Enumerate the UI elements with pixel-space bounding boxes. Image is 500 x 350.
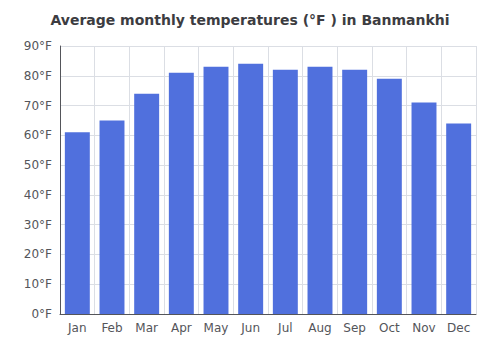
svg-text:Feb: Feb bbox=[101, 321, 122, 335]
svg-text:Dec: Dec bbox=[447, 321, 470, 335]
svg-text:Nov: Nov bbox=[412, 321, 435, 335]
svg-text:60°F: 60°F bbox=[24, 128, 52, 142]
svg-text:20°F: 20°F bbox=[24, 247, 52, 261]
svg-text:Oct: Oct bbox=[379, 321, 400, 335]
svg-text:Jun: Jun bbox=[240, 321, 260, 335]
svg-text:Aug: Aug bbox=[308, 321, 331, 335]
svg-text:May: May bbox=[204, 321, 229, 335]
svg-text:40°F: 40°F bbox=[24, 188, 52, 202]
svg-text:Apr: Apr bbox=[171, 321, 192, 335]
svg-text:Sep: Sep bbox=[343, 321, 366, 335]
svg-text:0°F: 0°F bbox=[31, 307, 52, 321]
svg-text:Mar: Mar bbox=[135, 321, 158, 335]
svg-text:50°F: 50°F bbox=[24, 158, 52, 172]
svg-text:30°F: 30°F bbox=[24, 218, 52, 232]
svg-text:10°F: 10°F bbox=[24, 277, 52, 291]
svg-text:90°F: 90°F bbox=[24, 39, 52, 53]
svg-text:70°F: 70°F bbox=[24, 99, 52, 113]
svg-text:Average monthly temperatures (: Average monthly temperatures (°F ) in Ba… bbox=[50, 12, 449, 28]
svg-text:Jul: Jul bbox=[277, 321, 292, 335]
svg-text:Jan: Jan bbox=[67, 321, 87, 335]
svg-text:80°F: 80°F bbox=[24, 69, 52, 83]
